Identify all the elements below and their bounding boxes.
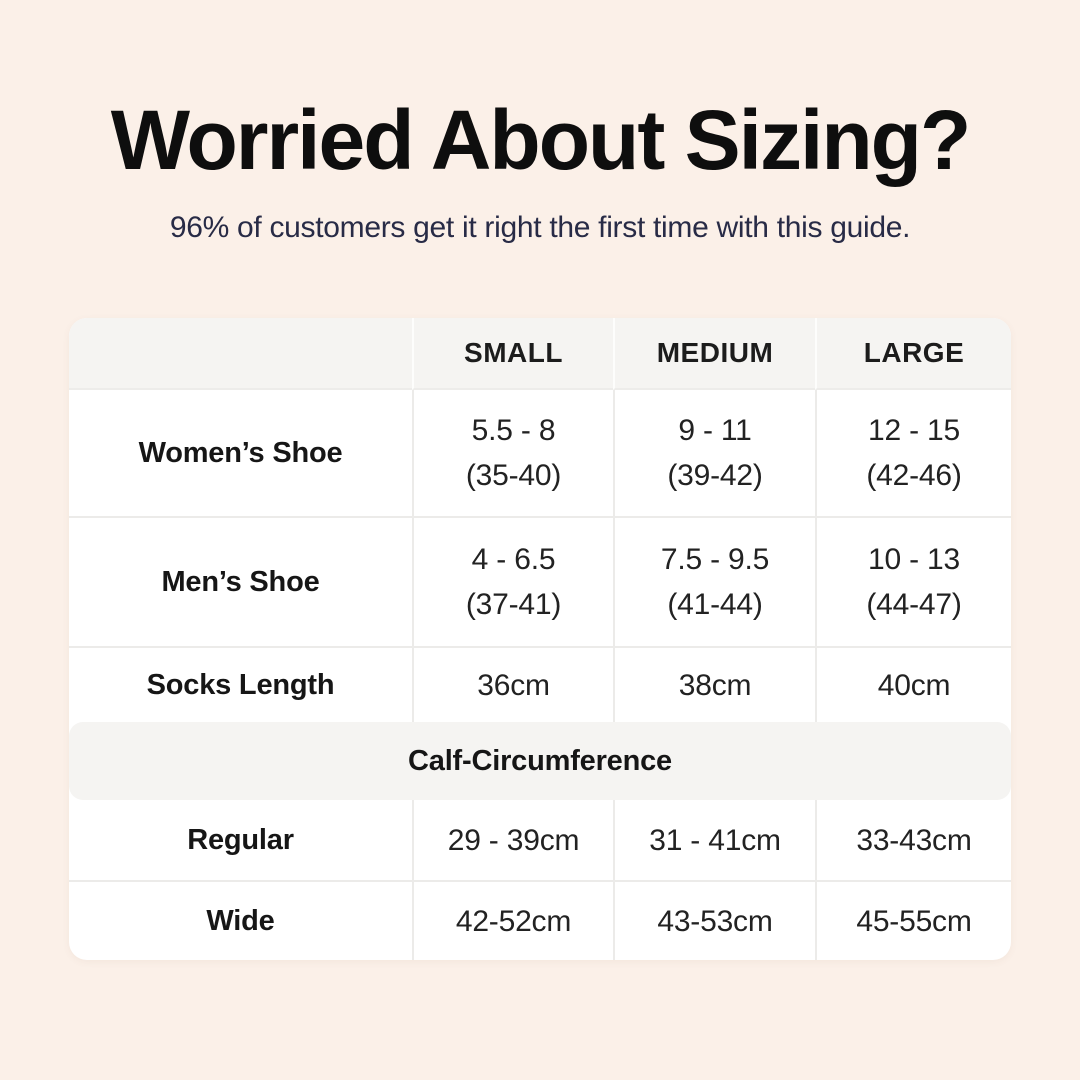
table-cell-mens-large: 10 - 13 (44-47): [815, 518, 1011, 648]
page-subtitle: 96% of customers get it right the first …: [169, 211, 911, 244]
table-cell-womens-medium: 9 - 11 (39-42): [613, 390, 815, 518]
row-label-socks-length: Socks Length: [146, 668, 335, 701]
table-cell-wide-small: 42-52cm: [412, 882, 613, 960]
row-label-womens-shoe: Women’s Shoe: [69, 390, 412, 518]
row-label-regular: Regular: [69, 800, 412, 882]
table-cell-mens-small: 4 - 6.5 (37-41): [412, 518, 613, 648]
table-cell-socks-small: 36cm: [412, 648, 613, 722]
section-header-row: Calf-Circumference: [69, 722, 1011, 800]
row-label-wide: Wide: [206, 904, 275, 937]
table-cell-regular-large: 33-43cm: [815, 800, 1011, 882]
table-cell-socks-medium: 38cm: [613, 648, 815, 722]
table-cell-socks-large: 40cm: [815, 648, 1011, 722]
column-header-large: LARGE: [815, 318, 1011, 390]
section-header-calf-circumference: Calf-Circumference: [69, 722, 1011, 800]
row-label-mens-shoe: Men’s Shoe: [69, 518, 412, 648]
table-cell-womens-small: 5.5 - 8 (35-40): [412, 390, 613, 518]
table-cell-mens-medium: 7.5 - 9.5 (41-44): [613, 518, 815, 648]
page-title: Worried About Sizing?: [110, 93, 972, 187]
column-header-blank: [69, 318, 412, 390]
size-chart-table: SMALL MEDIUM LARGE Women’s Shoe 5.5 - 8 …: [69, 318, 1011, 960]
table-cell-regular-medium: 31 - 41cm: [613, 800, 815, 882]
column-header-medium: MEDIUM: [613, 318, 815, 390]
table-cell-regular-small: 29 - 39cm: [412, 800, 613, 882]
table-cell-wide-large: 45-55cm: [815, 882, 1011, 960]
table-cell-womens-large: 12 - 15 (42-46): [815, 390, 1011, 518]
table-cell-wide-medium: 43-53cm: [613, 882, 815, 960]
column-header-small: SMALL: [412, 318, 613, 390]
